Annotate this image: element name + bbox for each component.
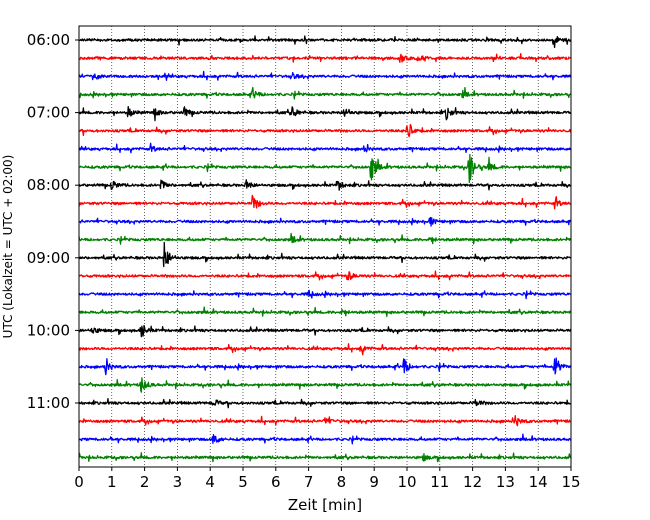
x-axis-label: Zeit [min]: [288, 496, 362, 514]
y-tick-label: 07:00: [27, 104, 70, 122]
trace-0730: [78, 142, 572, 154]
trace-layer: [78, 35, 572, 463]
trace-0845: [78, 232, 572, 245]
y-axis-label: UTC (Lokalzeit = UTC + 02:00): [1, 155, 15, 339]
trace-1045: [78, 377, 572, 393]
trace-0645: [78, 86, 572, 100]
x-tick-label: 5: [238, 473, 248, 491]
trace-0830: [78, 216, 572, 227]
trace-0815: [78, 194, 572, 210]
y-tick-label: 06:00: [27, 31, 70, 49]
x-tick-label: 2: [140, 473, 150, 491]
trace-0615: [78, 52, 572, 63]
trace-0915: [78, 270, 572, 281]
trace-0900: [78, 241, 572, 268]
x-tick-label: 9: [369, 473, 379, 491]
trace-1030: [78, 357, 572, 376]
trace-1130: [78, 433, 572, 445]
trace-1015: [78, 343, 572, 356]
x-tick-label: 13: [496, 473, 515, 491]
trace-0930: [78, 289, 572, 300]
x-tick-label: 15: [561, 473, 580, 491]
x-tick-label: 4: [205, 473, 215, 491]
trace-0745: [78, 153, 572, 184]
trace-0700: [78, 105, 572, 122]
trace-1100: [78, 397, 572, 409]
plot-frame: [78, 25, 572, 468]
x-tick-label: 14: [529, 473, 548, 491]
trace-0800: [78, 179, 572, 191]
y-tick-label: 11:00: [27, 394, 70, 412]
trace-0715: [78, 123, 572, 138]
x-tick-label: 8: [337, 473, 347, 491]
y-tick-label: 10:00: [27, 321, 70, 339]
x-tick-label: 1: [107, 473, 117, 491]
x-tick-label: 7: [304, 473, 314, 491]
y-tick-label: 08:00: [27, 176, 70, 194]
x-tick-label: 6: [271, 473, 281, 491]
trace-1145: [78, 452, 572, 463]
y-axis-ticks: 06:00 07:00 08:00 09:00 10:00 11:00: [27, 31, 79, 412]
x-axis-ticks: 0 1 2 3 4 5 6 7 8 9 10 11 12 13 14 15: [74, 467, 581, 491]
trace-0600: [78, 35, 572, 49]
x-tick-label: 3: [173, 473, 183, 491]
x-tick-label: 12: [463, 473, 482, 491]
trace-0630: [78, 70, 572, 81]
x-tick-label: 0: [74, 473, 84, 491]
y-tick-label: 09:00: [27, 249, 70, 267]
trace-1000: [78, 324, 572, 338]
trace-1115: [78, 415, 572, 427]
trace-0945: [78, 306, 572, 318]
x-tick-label: 10: [397, 473, 416, 491]
x-tick-label: 11: [430, 473, 449, 491]
